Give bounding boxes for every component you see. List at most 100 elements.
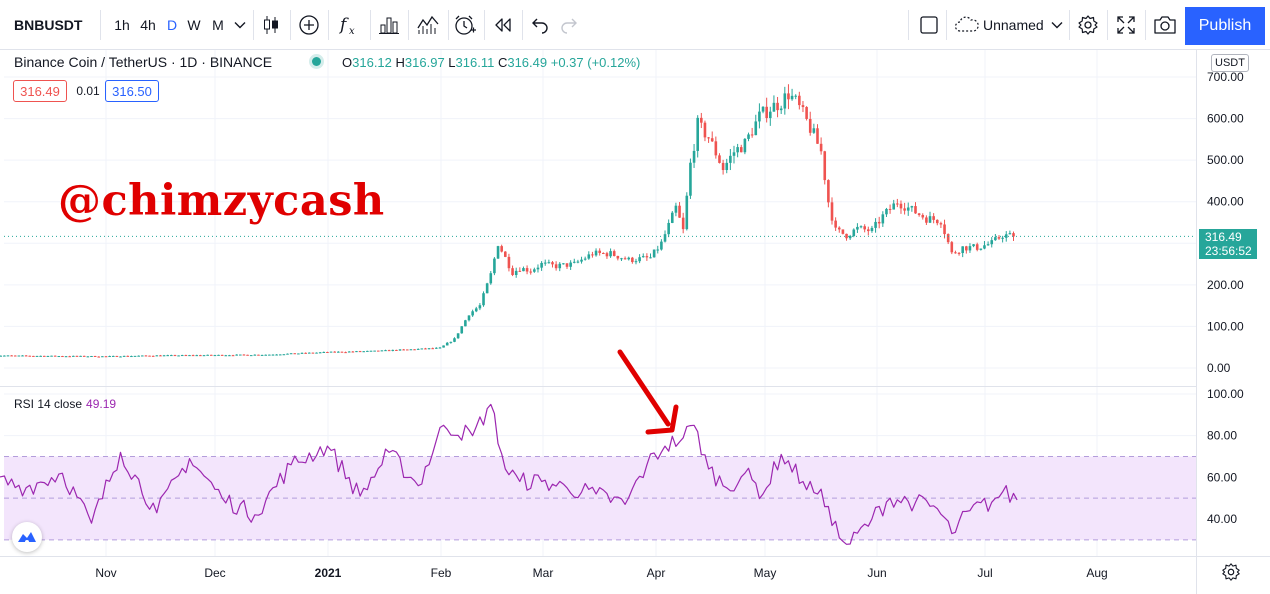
rsi-tick-label: 80.00 <box>1207 429 1237 443</box>
chevron-down-icon[interactable] <box>232 8 248 42</box>
candle-body <box>736 147 739 153</box>
candle <box>529 268 533 275</box>
chart-title[interactable]: Binance Coin / TetherUS · 1D · BINANCE <box>14 54 273 70</box>
candle <box>707 136 710 143</box>
symbol-search-button[interactable]: BNBUSDT <box>14 17 83 33</box>
candle-body <box>787 93 790 100</box>
undo-icon[interactable] <box>528 8 552 42</box>
rsi-legend[interactable]: RSI 14 close 49.19 <box>14 397 116 411</box>
candle-body <box>587 254 591 259</box>
interval-1h-button[interactable]: 1h <box>114 17 130 33</box>
candle <box>32 355 35 357</box>
interval-d-button[interactable]: D <box>166 17 178 33</box>
replay-icon[interactable] <box>490 8 516 42</box>
candle <box>536 264 540 273</box>
candle-body <box>1008 233 1012 235</box>
rsi-legend-label: RSI 14 close <box>14 397 83 411</box>
candle <box>119 356 122 358</box>
candle-body <box>594 250 598 256</box>
candle-body <box>130 356 133 358</box>
candle <box>188 354 191 357</box>
candle-body <box>257 354 260 356</box>
candle <box>402 348 405 351</box>
candle-body <box>311 352 315 354</box>
candle <box>609 248 612 258</box>
candle <box>278 354 282 356</box>
candle <box>525 265 529 275</box>
chart-canvas[interactable]: 0.00100.00200.00300.00400.00500.00600.00… <box>0 50 1270 594</box>
expand-icon[interactable] <box>1113 8 1139 42</box>
rsi-band <box>4 456 1196 541</box>
candle-body <box>935 219 939 224</box>
candle-body <box>420 348 424 350</box>
candle-body <box>714 141 718 156</box>
candle-body <box>656 249 660 251</box>
candle <box>409 349 413 351</box>
candle-body <box>598 250 601 253</box>
candle <box>714 136 718 159</box>
toolbar-divider <box>484 10 485 40</box>
candle <box>823 150 827 185</box>
publish-button[interactable]: Publish <box>1185 7 1265 45</box>
alert-icon[interactable] <box>452 8 478 42</box>
candle <box>732 145 736 164</box>
candle-body <box>874 221 877 228</box>
candle <box>115 355 119 357</box>
candle <box>206 354 209 356</box>
candle <box>685 192 689 231</box>
candle-body <box>155 355 159 357</box>
interval-w-button[interactable]: W <box>187 17 201 33</box>
layout-name-label[interactable]: Unnamed <box>983 17 1044 33</box>
tradingview-logo-icon[interactable] <box>12 522 42 552</box>
fullscreen-box-icon[interactable] <box>916 8 942 42</box>
interval-m-button[interactable]: M <box>212 17 224 33</box>
candle-body <box>877 221 881 224</box>
interval-4h-button[interactable]: 4h <box>140 17 156 33</box>
candle-body <box>133 355 137 357</box>
currency-badge[interactable]: USDT <box>1211 54 1249 72</box>
candle <box>547 259 551 264</box>
chart-templates-icon[interactable] <box>414 8 442 42</box>
ask-price-button[interactable]: 316.50 <box>105 80 159 102</box>
candle <box>304 352 307 354</box>
time-tick-label: Jul <box>977 566 992 580</box>
candle-body <box>231 355 235 357</box>
candle-body <box>64 356 68 358</box>
candle <box>957 251 961 256</box>
low-value: 316.11 <box>455 55 495 70</box>
candle-body <box>961 246 964 254</box>
add-compare-icon[interactable] <box>296 8 322 42</box>
candles-icon[interactable] <box>258 8 284 42</box>
settings-icon[interactable] <box>1075 8 1101 42</box>
candle-body <box>928 216 932 223</box>
candle <box>271 354 275 356</box>
gear-icon[interactable] <box>1221 562 1241 587</box>
candle-body <box>689 162 692 196</box>
candle <box>184 354 188 357</box>
bars-templates-icon[interactable] <box>376 8 402 42</box>
candle <box>645 253 649 261</box>
candle <box>384 349 387 352</box>
candle-body <box>986 244 990 246</box>
redo-icon[interactable] <box>557 8 581 42</box>
candle-body <box>696 117 699 151</box>
candle-body <box>660 241 663 250</box>
candle <box>199 354 202 357</box>
candle-body <box>580 259 583 262</box>
candle-body <box>268 354 271 356</box>
chevron-down-icon[interactable] <box>1049 8 1065 42</box>
candle-body <box>213 355 217 357</box>
bid-price-button[interactable]: 316.49 <box>13 80 67 102</box>
candle <box>856 223 859 233</box>
candle-body <box>507 256 511 269</box>
candle <box>885 207 888 218</box>
camera-icon[interactable] <box>1151 8 1179 42</box>
candle-body <box>104 356 108 358</box>
candle <box>612 249 616 257</box>
candle-body <box>391 349 395 351</box>
current-price-value: 316.49 <box>1205 230 1242 244</box>
candle-body <box>616 255 620 259</box>
candle-body <box>856 226 859 230</box>
candle <box>108 355 111 358</box>
